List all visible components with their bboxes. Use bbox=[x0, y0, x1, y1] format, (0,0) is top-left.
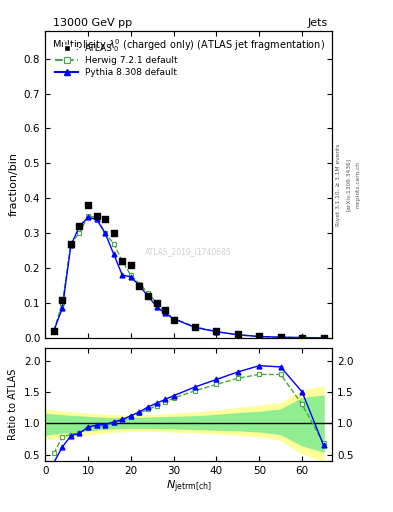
Text: [arXiv:1306.3436]: [arXiv:1306.3436] bbox=[346, 158, 351, 211]
Point bbox=[277, 333, 284, 341]
Point bbox=[102, 215, 108, 223]
Y-axis label: Ratio to ATLAS: Ratio to ATLAS bbox=[8, 369, 18, 440]
Text: ATLAS_2019_I1740685: ATLAS_2019_I1740685 bbox=[145, 247, 232, 257]
Point bbox=[85, 201, 91, 209]
Text: mcplots.cern.ch: mcplots.cern.ch bbox=[356, 161, 361, 208]
Point bbox=[51, 327, 57, 335]
Point bbox=[235, 330, 241, 338]
Point bbox=[213, 327, 220, 335]
Point bbox=[110, 229, 117, 237]
Point bbox=[68, 240, 74, 248]
Text: Multiplicity $\lambda_0^0$ (charged only) (ATLAS jet fragmentation): Multiplicity $\lambda_0^0$ (charged only… bbox=[52, 37, 325, 54]
Point bbox=[145, 292, 151, 300]
Point bbox=[136, 282, 143, 290]
Legend: ATLAS, Herwig 7.2.1 default, Pythia 8.308 default: ATLAS, Herwig 7.2.1 default, Pythia 8.30… bbox=[55, 45, 178, 77]
Point bbox=[119, 257, 125, 265]
Y-axis label: fraction/bin: fraction/bin bbox=[8, 153, 18, 217]
Point bbox=[59, 295, 66, 304]
Point bbox=[256, 332, 263, 340]
Text: 13000 GeV pp: 13000 GeV pp bbox=[53, 18, 132, 28]
Point bbox=[94, 211, 100, 220]
Point bbox=[162, 306, 168, 314]
Point bbox=[192, 324, 198, 332]
Point bbox=[128, 261, 134, 269]
Point bbox=[76, 222, 83, 230]
Point bbox=[171, 316, 177, 325]
X-axis label: $N_{\rm jetrm[ch]}$: $N_{\rm jetrm[ch]}$ bbox=[166, 478, 211, 495]
Text: Jets: Jets bbox=[308, 18, 328, 28]
Point bbox=[299, 333, 305, 342]
Point bbox=[320, 334, 327, 342]
Point bbox=[153, 299, 160, 307]
Text: Rivet 3.1.10, ≥ 3.1M events: Rivet 3.1.10, ≥ 3.1M events bbox=[336, 143, 341, 225]
